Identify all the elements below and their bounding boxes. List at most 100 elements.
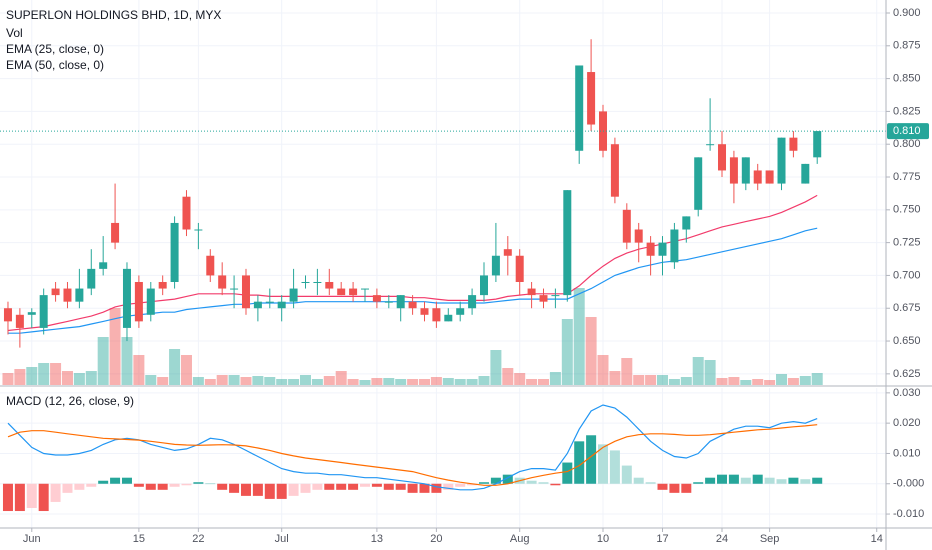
volume-bar [668,379,680,385]
histogram-bar [14,483,25,512]
candle-body [658,242,667,256]
histogram-bar [550,483,561,486]
volume-bar [704,360,716,385]
volume-bar [609,371,621,385]
candle-body [789,137,798,151]
candle-body [622,209,631,243]
histogram-bar [395,483,406,490]
volume-bar [728,377,740,385]
candle-body [765,170,774,184]
histogram-bar [38,483,49,512]
histogram-bar [217,483,228,490]
candle-body [444,314,453,322]
volume-bar [407,379,419,385]
volume-bar [359,380,371,385]
volume-bar [216,375,228,385]
legend: SUPERLON HOLDINGS BHD, 1D, MYX Vol EMA (… [6,8,221,408]
x-tick-label: 22 [192,533,204,545]
candle-body [503,249,512,256]
volume-bar [121,337,133,385]
candle-body [456,308,465,315]
histogram-bar [728,474,739,484]
volume-bar [526,379,538,385]
candle-body [51,288,60,296]
histogram-bar [50,483,61,502]
candle-body [313,281,322,283]
ema-legend: EMA (25, close, 0) [6,42,104,56]
histogram-bar [740,477,751,484]
histogram-bar [776,479,787,484]
histogram-bar [419,483,430,493]
volume-bar [61,371,73,385]
candle-body [634,229,643,243]
volume-bar [799,376,811,385]
candle-body [360,288,369,290]
candle-body [170,222,179,282]
histogram-bar [288,483,299,496]
histogram-bar [252,483,263,496]
candle-body [646,242,655,256]
volume-bar [276,379,288,385]
x-tick-label: Jun [23,533,41,545]
volume-bar [752,379,764,385]
macd-line [7,404,818,491]
candle-body [372,295,381,302]
candle-body [527,288,536,296]
x-tick-label: 10 [597,533,609,545]
histogram-bar [312,483,323,490]
histogram-bar [74,483,85,490]
histogram-bar [26,483,37,508]
y-tick-label: 0.775 [893,171,921,183]
candle-body [670,229,679,263]
macd-line [7,424,818,486]
candle-body [134,281,143,322]
histogram-bar [502,474,513,484]
volume-bar [561,319,573,385]
volume-bar [514,373,526,385]
histogram-bar [705,477,716,484]
histogram-bar [300,483,311,493]
candle-body [230,288,239,290]
histogram-bar [633,477,644,484]
volume-bar [2,373,14,385]
last-price-badge [887,123,929,140]
candle-body [479,275,488,296]
candle-body [15,314,24,328]
y-tick-label: 0.030 [893,387,921,399]
x-tick-label: 15 [133,533,145,545]
volume-bar [573,288,585,385]
candle-body [408,301,417,309]
histogram-bar [800,479,811,484]
candle-body [158,281,167,289]
histogram-bar [229,483,240,493]
volume-bar [430,377,442,385]
volume-bar [252,376,264,385]
volume-bar [26,367,38,385]
x-tick-label: 14 [871,533,883,545]
volume-bar [633,375,645,385]
volume-bar [335,371,347,385]
volume-bar [347,379,359,385]
candle-body [325,281,334,289]
volume-bar [811,373,823,385]
volume-bar [204,379,216,385]
volume-bar [50,363,62,385]
candle-body [551,295,560,297]
candle-body [87,268,96,289]
candle-body [575,65,584,151]
candle-body [206,255,215,276]
volume-bar [454,379,466,385]
histogram-bar [717,474,728,484]
histogram-bar [2,483,13,512]
volume-bar [180,355,192,385]
volume-bar [157,377,169,385]
x-tick-label: 17 [656,533,668,545]
volume-bar [109,308,121,385]
y-tick-label: 0.625 [893,368,921,380]
y-tick-label: 0.650 [893,335,921,347]
y-tick-label: 0.875 [893,40,921,52]
candle-body [277,301,286,309]
histogram-bar [443,483,454,490]
